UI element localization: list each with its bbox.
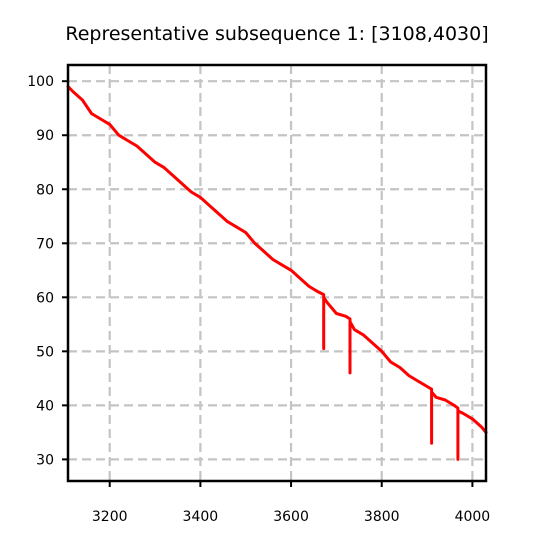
- grid: [68, 65, 486, 481]
- y-tick-label: 60: [36, 290, 54, 306]
- x-tick-label: 4000: [455, 509, 491, 525]
- y-tick-label: 100: [27, 74, 54, 90]
- axis-ticks: [62, 80, 474, 487]
- series: [66, 85, 488, 461]
- plot-frame: [66, 63, 488, 483]
- x-tick-label: 3200: [92, 509, 128, 525]
- y-tick-label: 90: [36, 128, 54, 144]
- series-line-0: [66, 85, 488, 461]
- y-tick-label: 50: [36, 344, 54, 360]
- chart-title: Representative subsequence 1: [3108,4030…: [65, 23, 488, 45]
- y-tick-label: 30: [36, 452, 54, 468]
- x-tick-label: 3400: [183, 509, 219, 525]
- y-axis-tick-labels: 30 40 50 60 70 80 90 100: [27, 74, 54, 468]
- y-tick-label: 40: [36, 398, 54, 414]
- x-tick-label: 3800: [364, 509, 400, 525]
- x-tick-label: 3600: [273, 509, 309, 525]
- y-tick-label: 70: [36, 236, 54, 252]
- y-tick-label: 80: [36, 182, 54, 198]
- x-axis-tick-labels: 3200 3400 3600 3800 4000: [92, 509, 490, 525]
